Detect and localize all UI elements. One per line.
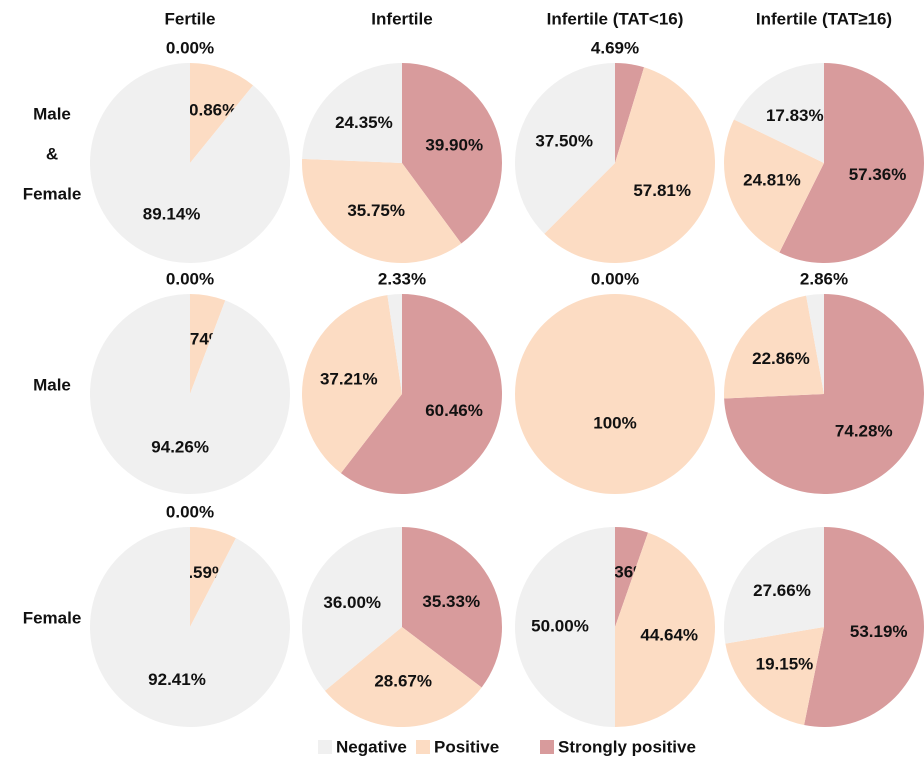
value-label: 74.28%: [835, 421, 893, 440]
column-title: Fertile: [164, 9, 215, 28]
legend-label: Negative: [336, 737, 407, 756]
value-label: 24.81%: [743, 170, 801, 189]
pie-slice: [302, 295, 402, 474]
value-label: 0.00%: [166, 502, 214, 521]
column-title: Infertile (TAT<16): [547, 9, 684, 28]
value-label: 57.36%: [849, 165, 907, 184]
value-label: 0.00%: [591, 269, 639, 288]
pie-slice: [302, 158, 462, 264]
column-title: Infertile: [371, 9, 432, 28]
pie-slice: [302, 62, 402, 163]
pie-slice: [804, 527, 924, 727]
value-label: 19.15%: [756, 655, 814, 674]
legend-swatch: [318, 740, 332, 754]
pie-slice: [190, 63, 254, 163]
value-label: 0.00%: [166, 38, 214, 57]
pie-slice: [724, 295, 824, 399]
pie-slice: [733, 63, 824, 163]
legend-label: Positive: [434, 737, 499, 756]
pie-slice: [402, 63, 502, 244]
value-label: 22.86%: [752, 349, 810, 368]
value-label: 39.90%: [425, 135, 483, 154]
pie-slice: [725, 627, 824, 725]
value-label: 2.86%: [800, 269, 848, 288]
value-label: 10.86%: [180, 101, 238, 120]
value-label: 28.67%: [374, 671, 432, 690]
legend-swatch: [416, 740, 430, 754]
pie-slice: [615, 63, 645, 163]
pie-slice: [724, 119, 824, 253]
pie-slice: [302, 527, 402, 691]
pie-slice: [806, 294, 824, 394]
pie-slice: [402, 527, 503, 688]
value-label: 53.19%: [850, 622, 908, 641]
pie-slice: [615, 527, 649, 627]
pie-slice: [779, 63, 924, 263]
column-title: Infertile (TAT≥16): [756, 9, 892, 28]
value-label: 89.14%: [143, 204, 201, 223]
value-label: 94.26%: [151, 438, 209, 457]
value-label: 35.33%: [422, 592, 480, 611]
pie-slice: [544, 67, 715, 264]
value-label: 24.35%: [335, 113, 393, 132]
pie-slice: [90, 527, 291, 727]
value-label: 57.81%: [633, 181, 691, 200]
value-label: 2.33%: [378, 269, 426, 288]
pie-slice: [190, 294, 226, 394]
value-label: 50.00%: [531, 616, 589, 635]
row-label: &: [46, 144, 58, 163]
value-label: 7.59%: [179, 563, 227, 582]
pie-slice: [324, 627, 482, 727]
row-label: Female: [23, 184, 82, 203]
pie-slice: [724, 294, 924, 494]
value-label: 100%: [593, 413, 636, 432]
pie-slice: [89, 294, 290, 495]
value-label: 37.50%: [535, 131, 593, 150]
pie-slice: [515, 527, 615, 727]
value-label: 0.00%: [166, 269, 214, 288]
pie-slice: [515, 294, 715, 494]
pie-slice: [615, 532, 715, 727]
pie-slice: [340, 294, 502, 494]
pie-slice: [387, 294, 402, 394]
row-label: Female: [23, 608, 82, 627]
value-label: 27.66%: [753, 581, 811, 600]
legend-swatch: [540, 740, 554, 754]
value-label: 36.00%: [323, 593, 381, 612]
value-label: 4.69%: [591, 38, 639, 57]
value-label: 92.41%: [148, 670, 206, 689]
legend-label: Strongly positive: [558, 737, 696, 756]
pie-slice: [190, 527, 236, 627]
pie-slice: [515, 63, 615, 234]
pie-slice: [724, 527, 824, 644]
pie-slice: [90, 63, 291, 263]
value-label: 44.64%: [640, 626, 698, 645]
value-label: 37.21%: [320, 370, 378, 389]
value-label: 35.75%: [347, 201, 405, 220]
row-label: Male: [33, 375, 71, 394]
row-label: Male: [33, 104, 71, 123]
value-label: 17.83%: [766, 106, 824, 125]
value-label: 60.46%: [425, 401, 483, 420]
